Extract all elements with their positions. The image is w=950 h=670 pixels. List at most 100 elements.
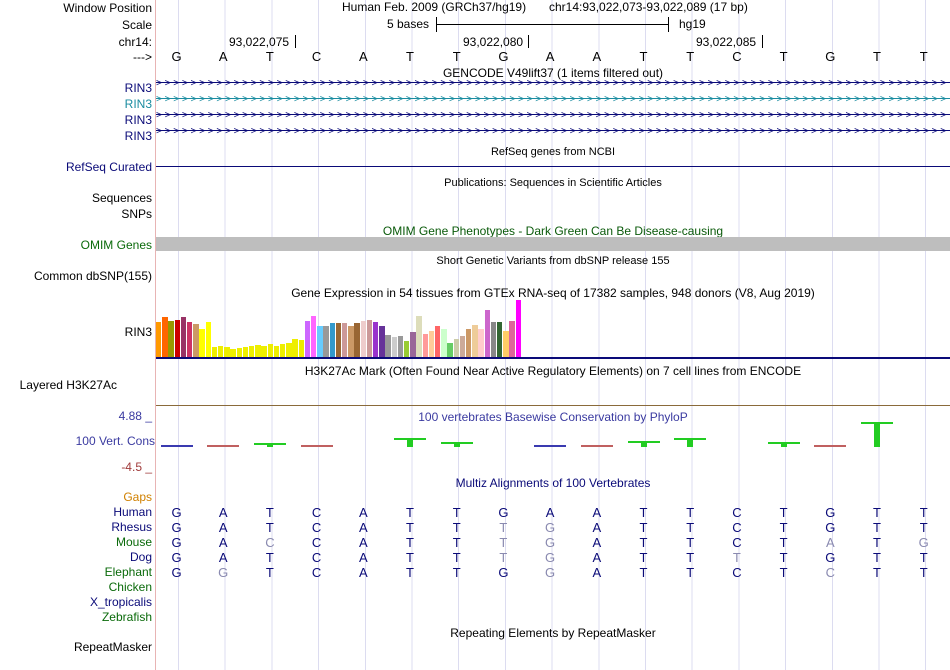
gtex-tissue-bar[interactable] <box>280 343 286 357</box>
gtex-tissue-bar[interactable] <box>335 323 342 357</box>
gencode-item-label-1[interactable]: RIN3 <box>124 81 152 95</box>
gencode-item-label-2[interactable]: RIN3 <box>124 97 152 111</box>
h3k27ac-label[interactable]: Layered H3K27Ac <box>19 378 117 392</box>
gtex-tissue-bar[interactable] <box>224 346 230 357</box>
gtex-tissue-bar[interactable] <box>348 326 354 357</box>
gtex-tissue-bar[interactable] <box>236 347 242 357</box>
gtex-tissue-bar[interactable] <box>397 335 404 357</box>
refseq-gene-line[interactable] <box>156 166 950 167</box>
gtex-tissue-bar[interactable] <box>478 328 484 357</box>
gtex-tissue-bar[interactable] <box>199 328 205 357</box>
publications-track-title[interactable]: Publications: Sequences in Scientific Ar… <box>444 177 662 189</box>
gtex-tissue-bar[interactable] <box>379 326 385 357</box>
dbsnp-label[interactable]: Common dbSNP(155) <box>33 269 152 283</box>
gtex-tissue-bar[interactable] <box>422 333 428 357</box>
omim-gene-bar[interactable] <box>156 237 950 251</box>
species-base: T <box>873 535 881 550</box>
refseq-label[interactable]: RefSeq Curated <box>65 160 152 174</box>
gencode-transcript-3[interactable]: > > > > > > > > > > > > > > > > > > > > … <box>156 111 947 120</box>
gencode-track-title[interactable]: GENCODE V49lift37 (1 items filtered out) <box>442 66 664 80</box>
gtex-tissue-bar[interactable] <box>292 338 298 357</box>
gtex-tissue-bar[interactable] <box>459 335 466 357</box>
species-label-chicken[interactable]: Chicken <box>108 580 152 594</box>
gtex-tissue-bar[interactable] <box>490 322 497 357</box>
h3k27ac-track-title[interactable]: H3K27Ac Mark (Often Found Near Active Re… <box>304 364 802 378</box>
species-label-human[interactable]: Human <box>113 505 152 519</box>
publications-snps-label[interactable]: SNPs <box>121 207 152 221</box>
gtex-tissue-bar[interactable] <box>230 348 236 357</box>
gtex-tissue-bar[interactable] <box>298 339 304 357</box>
gtex-track-title[interactable]: Gene Expression in 54 tissues from GTEx … <box>291 286 815 300</box>
gtex-tissue-bar[interactable] <box>497 322 503 357</box>
refseq-track-title[interactable]: RefSeq genes from NCBI <box>490 146 616 158</box>
gtex-tissue-bar[interactable] <box>416 316 422 357</box>
gtex-tissue-bar[interactable] <box>193 324 199 357</box>
gtex-tissue-bar[interactable] <box>180 317 187 357</box>
gencode-item-label-3[interactable]: RIN3 <box>124 113 152 127</box>
gencode-transcript-4[interactable]: > > > > > > > > > > > > > > > > > > > > … <box>156 127 947 136</box>
gtex-tissue-bar[interactable] <box>273 345 280 357</box>
gtex-tissue-bar[interactable] <box>484 310 490 357</box>
multiz-gaps-label[interactable]: Gaps <box>123 490 152 504</box>
gtex-tissue-bar[interactable] <box>503 330 509 357</box>
species-label-mouse[interactable]: Mouse <box>115 535 152 549</box>
gtex-tissue-bar[interactable] <box>447 342 453 357</box>
gtex-tissue-bar[interactable] <box>317 326 323 357</box>
species-label-rhesus[interactable]: Rhesus <box>111 520 152 534</box>
gtex-tissue-bar[interactable] <box>435 326 441 357</box>
cons-track-label[interactable]: 100 Vert. Cons <box>75 434 155 448</box>
gtex-tissue-bar[interactable] <box>385 334 391 357</box>
publications-sequences-label[interactable]: Sequences <box>91 191 152 205</box>
gencode-item-label-4[interactable]: RIN3 <box>124 129 152 143</box>
gtex-tissue-bar[interactable] <box>187 322 193 357</box>
gtex-tissue-bar[interactable] <box>428 330 435 357</box>
species-label-zebrafish[interactable]: Zebrafish <box>101 610 152 624</box>
gtex-tissue-bar[interactable] <box>472 325 478 357</box>
multiz-track-title[interactable]: Multiz Alignments of 100 Vertebrates <box>455 476 651 490</box>
gtex-tissue-bar[interactable] <box>453 338 459 357</box>
cons-track-title[interactable]: 100 vertebrates Basewise Conservation by… <box>418 410 688 424</box>
gtex-tissue-bar[interactable] <box>304 321 311 357</box>
gtex-tissue-bar[interactable] <box>156 322 162 357</box>
gtex-tissue-bar[interactable] <box>255 344 261 357</box>
gtex-tissue-bar[interactable] <box>286 342 292 357</box>
gtex-tissue-bar[interactable] <box>342 323 348 357</box>
gencode-transcript-1[interactable]: > > > > > > > > > > > > > > > > > > > > … <box>156 79 947 88</box>
gtex-tissue-bar[interactable] <box>261 345 267 357</box>
gtex-tissue-bar[interactable] <box>205 322 211 357</box>
gtex-tissue-bar[interactable] <box>404 340 410 357</box>
dbsnp-track-title[interactable]: Short Genetic Variants from dbSNP releas… <box>436 255 670 267</box>
cons-plot[interactable] <box>156 421 950 455</box>
gtex-tissue-bar[interactable] <box>360 321 366 357</box>
repeatmasker-track-title[interactable]: Repeating Elements by RepeatMasker <box>450 626 656 640</box>
gtex-tissue-bar[interactable] <box>311 316 317 357</box>
omim-track-title[interactable]: OMIM Gene Phenotypes - Dark Green Can Be… <box>382 224 724 238</box>
species-label-dog[interactable]: Dog <box>129 550 152 564</box>
gtex-tissue-bar[interactable] <box>218 345 224 357</box>
gtex-tissue-bar[interactable] <box>466 328 472 357</box>
species-label-elephant[interactable]: Elephant <box>104 565 152 579</box>
gtex-bar-chart[interactable] <box>156 300 950 357</box>
gtex-tissue-bar[interactable] <box>410 331 416 357</box>
gtex-tissue-bar[interactable] <box>441 328 447 357</box>
gtex-tissue-bar[interactable] <box>366 320 373 357</box>
gtex-tissue-bar[interactable] <box>373 322 379 357</box>
gtex-tissue-bar[interactable] <box>174 320 180 357</box>
gtex-tissue-bar[interactable] <box>267 343 273 357</box>
gencode-transcript-2[interactable]: > > > > > > > > > > > > > > > > > > > > … <box>156 95 947 104</box>
omim-label[interactable]: OMIM Genes <box>80 238 152 252</box>
gtex-tissue-bar[interactable] <box>329 323 335 357</box>
gtex-tissue-bar[interactable] <box>354 323 360 357</box>
gtex-tissue-bar[interactable] <box>211 346 218 357</box>
gtex-tissue-bar[interactable] <box>162 317 168 357</box>
gtex-tissue-bar[interactable] <box>509 321 515 357</box>
gtex-tissue-bar[interactable] <box>323 326 329 357</box>
gtex-tissue-bar[interactable] <box>391 336 397 357</box>
repeatmasker-label[interactable]: RepeatMasker <box>73 640 152 654</box>
gtex-tissue-bar[interactable] <box>249 345 255 357</box>
gtex-tissue-bar[interactable] <box>242 346 249 357</box>
species-label-x_tropicalis[interactable]: X_tropicalis <box>89 595 152 609</box>
gtex-tissue-bar[interactable] <box>168 321 174 357</box>
gtex-tissue-bar[interactable] <box>515 300 521 357</box>
gtex-gene-label[interactable]: RIN3 <box>124 325 152 339</box>
